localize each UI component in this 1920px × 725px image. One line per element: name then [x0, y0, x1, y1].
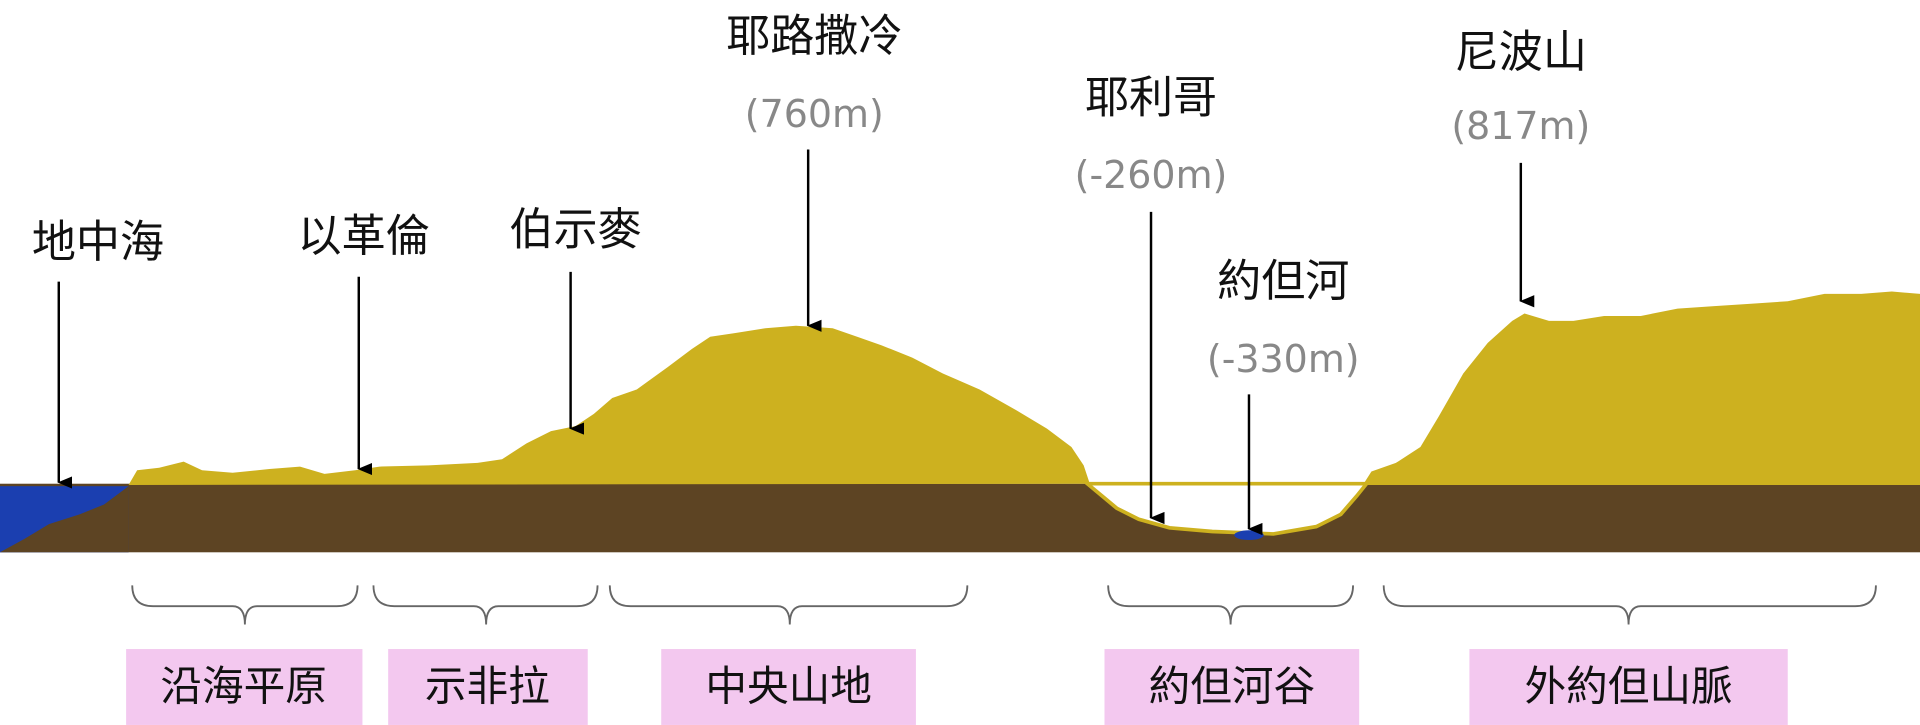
place-name: 地中海	[32, 217, 164, 268]
sea-floor	[0, 486, 129, 553]
region-label: 約但河谷	[1149, 661, 1316, 710]
place-name: 約但河	[1217, 256, 1349, 307]
western-terrain	[128, 325, 1090, 485]
region-box	[388, 649, 588, 725]
region-box	[126, 649, 363, 725]
region-box	[661, 649, 916, 725]
place-elevation: (-260m)	[1075, 153, 1228, 197]
place-name: 耶利哥	[1085, 72, 1217, 123]
brace	[372, 585, 599, 625]
place-elevation: (-330m)	[1207, 337, 1360, 381]
brace	[608, 585, 969, 625]
region-box	[1469, 649, 1788, 725]
region-label: 外約但山脈	[1525, 661, 1733, 710]
place-name: 耶路撒冷	[726, 11, 902, 62]
brace	[131, 585, 359, 625]
brace	[1382, 585, 1877, 625]
region-label: 中央山地	[705, 661, 872, 710]
jordan-river	[1234, 530, 1264, 541]
place-name: 伯示麥	[509, 205, 641, 256]
place-name: 以革倫	[298, 211, 430, 262]
place-elevation: (817m)	[1451, 104, 1590, 148]
place-name: 尼波山	[1455, 27, 1587, 78]
eastern-terrain	[1362, 291, 1920, 485]
brace	[1107, 585, 1354, 625]
place-elevation: (760m)	[745, 92, 884, 136]
region-label: 沿海平原	[160, 661, 327, 710]
region-box	[1104, 649, 1360, 725]
bedrock	[0, 483, 1920, 553]
region-label: 示非拉	[425, 661, 550, 710]
